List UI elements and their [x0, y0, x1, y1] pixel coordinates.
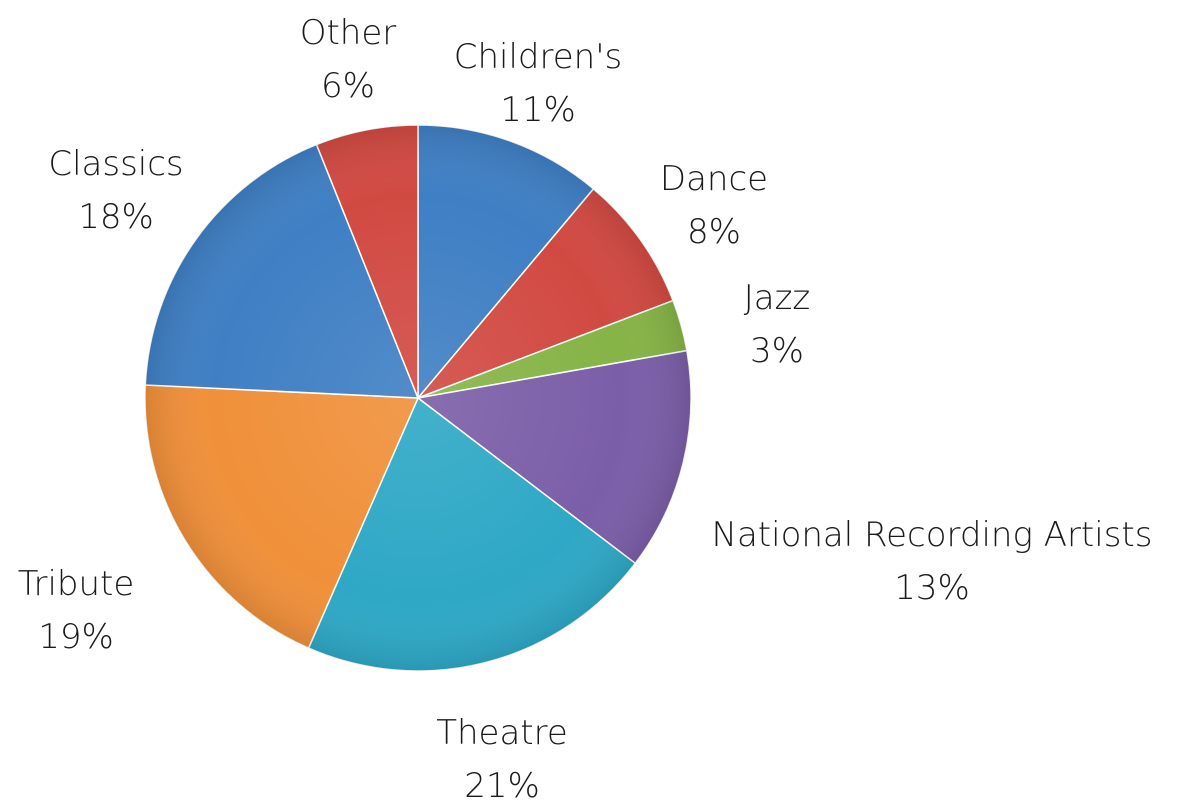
pie-slices: [144, 124, 692, 672]
slice-label-classics: Classics: [48, 144, 183, 184]
slice-value-dance: 8%: [687, 212, 741, 252]
slice-value-other: 6%: [321, 66, 375, 106]
slice-value-jazz: 3%: [750, 331, 804, 371]
pie-data-labels: Children's 11% Dance 8%Jazz 3% National Recor…: [18, 13, 1153, 803]
slice-label-jazz: Jazz: [744, 278, 811, 318]
slice-label-dance: Dance: [660, 159, 768, 199]
slice-value-children-s: 11%: [500, 90, 576, 130]
slice-value-tribute: 19%: [38, 617, 114, 657]
slice-value-classics: 18%: [78, 197, 154, 237]
slice-label-other: Other: [300, 13, 397, 53]
slice-value-theatre: 21%: [464, 766, 540, 803]
slice-label-theatre: Theatre: [436, 713, 568, 753]
slice-label-national-recording-artists: National Recording Artists: [712, 515, 1153, 555]
slice-label-tribute: Tribute: [18, 564, 135, 604]
slice-label-children-s: Children's: [454, 37, 623, 77]
slice-value-national-recording-artists: 13%: [894, 568, 970, 608]
